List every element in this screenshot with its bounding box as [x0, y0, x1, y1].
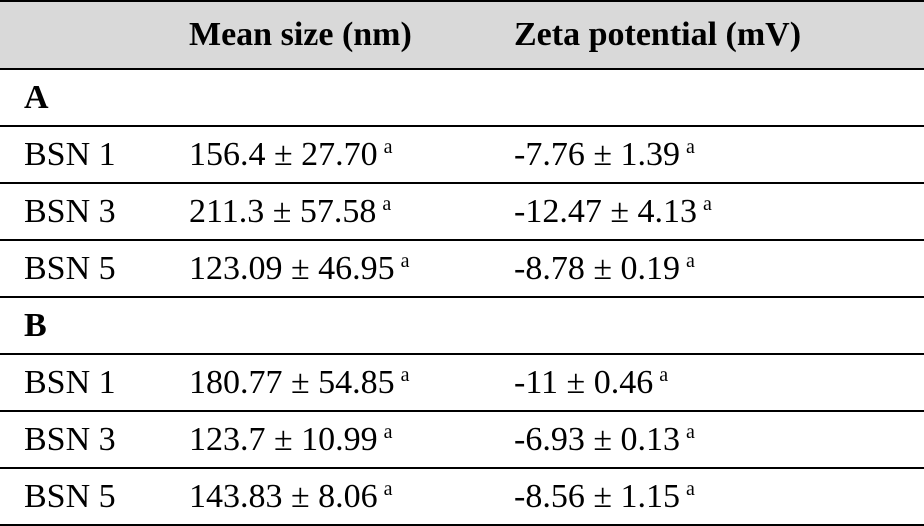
zeta-cell: -6.93 ± 0.13 a [490, 411, 924, 469]
sample-cell: BSN 3 [0, 411, 165, 469]
significance-mark: a [383, 477, 393, 500]
header-sample [0, 0, 165, 70]
mean-size-value: 123.7 ± 10.99 [189, 420, 378, 458]
mean-size-value: 143.83 ± 8.06 [189, 477, 378, 515]
zeta-cell: -8.56 ± 1.15 a [490, 468, 924, 526]
group-label: A [0, 69, 924, 127]
zeta-value: -8.78 ± 0.19 [514, 249, 680, 287]
zeta-cell: -8.78 ± 0.19 a [490, 240, 924, 298]
table-row: BSN 5 143.83 ± 8.06 a -8.56 ± 1.15 a [0, 468, 924, 526]
zeta-value: -12.47 ± 4.13 [514, 192, 697, 230]
mean-size-value: 211.3 ± 57.58 [189, 192, 377, 230]
header-zeta-potential: Zeta potential (mV) [490, 0, 924, 70]
mean-size-cell: 123.7 ± 10.99 a [165, 411, 490, 469]
significance-mark: a [685, 249, 695, 272]
zeta-cell: -11 ± 0.46 a [490, 354, 924, 412]
group-row-a: A [0, 69, 924, 127]
mean-size-cell: 143.83 ± 8.06 a [165, 468, 490, 526]
mean-size-cell: 180.77 ± 54.85 a [165, 354, 490, 412]
significance-mark: a [659, 363, 669, 386]
significance-mark: a [383, 135, 393, 158]
table-row: BSN 3 123.7 ± 10.99 a -6.93 ± 0.13 a [0, 411, 924, 469]
mean-size-cell: 156.4 ± 27.70 a [165, 126, 490, 184]
significance-mark: a [400, 249, 410, 272]
significance-mark: a [685, 420, 695, 443]
sample-cell: BSN 1 [0, 354, 165, 412]
group-row-b: B [0, 297, 924, 355]
table-row: BSN 3 211.3 ± 57.58 a -12.47 ± 4.13 a [0, 183, 924, 241]
mean-size-value: 123.09 ± 46.95 [189, 249, 395, 287]
significance-mark: a [383, 420, 393, 443]
mean-size-value: 180.77 ± 54.85 [189, 363, 395, 401]
significance-mark: a [685, 135, 695, 158]
zeta-value: -11 ± 0.46 [514, 363, 654, 401]
zeta-value: -8.56 ± 1.15 [514, 477, 680, 515]
mean-size-value: 156.4 ± 27.70 [189, 135, 378, 173]
zeta-cell: -7.76 ± 1.39 a [490, 126, 924, 184]
sample-cell: BSN 3 [0, 183, 165, 241]
header-row: Mean size (nm) Zeta potential (mV) [0, 0, 924, 70]
sample-cell: BSN 5 [0, 240, 165, 298]
zeta-value: -7.76 ± 1.39 [514, 135, 680, 173]
zeta-cell: -12.47 ± 4.13 a [490, 183, 924, 241]
table-row: BSN 5 123.09 ± 46.95 a -8.78 ± 0.19 a [0, 240, 924, 298]
mean-size-cell: 211.3 ± 57.58 a [165, 183, 490, 241]
sample-cell: BSN 1 [0, 126, 165, 184]
significance-mark: a [702, 192, 712, 215]
table-row: BSN 1 180.77 ± 54.85 a -11 ± 0.46 a [0, 354, 924, 412]
mean-size-cell: 123.09 ± 46.95 a [165, 240, 490, 298]
table-row: BSN 1 156.4 ± 27.70 a -7.76 ± 1.39 a [0, 126, 924, 184]
significance-mark: a [382, 192, 392, 215]
sample-cell: BSN 5 [0, 468, 165, 526]
significance-mark: a [400, 363, 410, 386]
group-label: B [0, 297, 924, 355]
significance-mark: a [685, 477, 695, 500]
header-mean-size: Mean size (nm) [165, 0, 490, 70]
zeta-value: -6.93 ± 0.13 [514, 420, 680, 458]
